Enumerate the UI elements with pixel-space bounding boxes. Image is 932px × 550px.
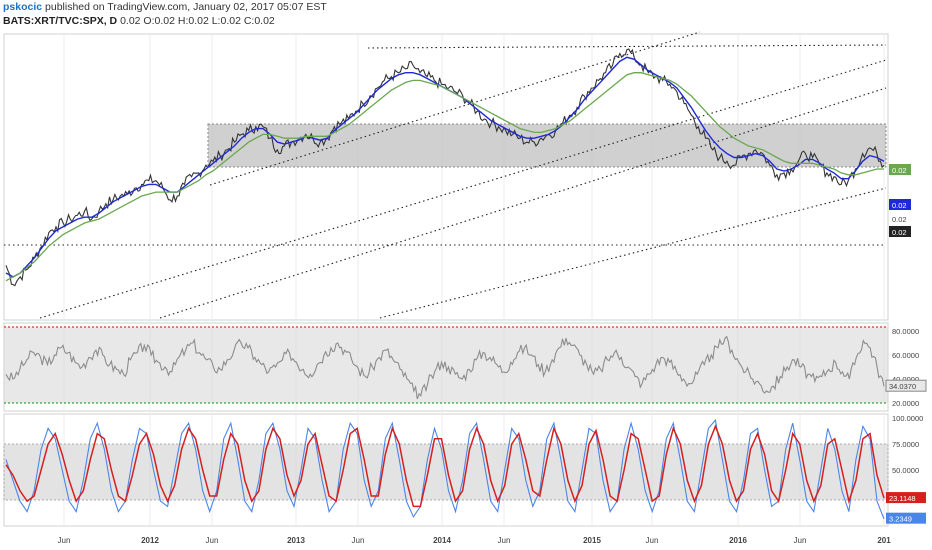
- trendline-top: [367, 44, 887, 49]
- author-link[interactable]: pskocic: [3, 1, 43, 13]
- stoch-axis-label: 50.0000: [892, 466, 919, 475]
- x-tick-label: Jun: [58, 536, 71, 545]
- rsi-line: [5, 335, 885, 400]
- rsi-axis-label: 40.0000: [892, 375, 919, 384]
- x-tick-label: Jun: [498, 536, 511, 545]
- stoch-axis-label: 75.0000: [892, 440, 919, 449]
- stoch-series-group: [5, 418, 885, 520]
- price-axis-label: 0.02: [892, 215, 907, 224]
- price-series-group: [5, 48, 885, 287]
- rsi-axis-label: 20.0000: [892, 399, 919, 408]
- price-pane[interactable]: [3, 33, 889, 321]
- price-axis-badge: [889, 199, 911, 210]
- x-tick-label: Jun: [794, 536, 807, 545]
- rsi-axis-label: 80.0000: [892, 327, 919, 336]
- trendlines: [4, 31, 887, 319]
- price-axis-labels: 0.02 0.02 0.02 0.02: [889, 164, 911, 237]
- stoch-last-badge: [886, 492, 926, 504]
- x-tick-label: 2012: [141, 536, 159, 545]
- channel-line-1: [39, 59, 887, 319]
- symbol-line: BATS:XRT/TVC:SPX, D 0.02 O:0.02 H:0.02 L…: [3, 14, 703, 28]
- price-axis-badge: [889, 164, 911, 175]
- x-tick-label: Jun: [206, 536, 219, 545]
- x-tick-label: 2014: [433, 536, 451, 545]
- rsi-axis-labels: 80.0000 60.0000 40.0000 20.0000 34.0370: [885, 327, 927, 408]
- x-tick-label: 2013: [287, 536, 305, 545]
- publish-info: published on TradingView.com, January 02…: [45, 1, 327, 13]
- ohlc-values: 0.02 O:0.02 H:0.02 L:0.02 C:0.02: [120, 15, 275, 27]
- stoch-axis-labels: 100.000075.000050.000025.000023.11483.23…: [886, 414, 926, 524]
- time-axis-labels: Jun 2012 Jun 2013 Jun 2014 Jun 2015 Jun 2016 Jun 20…: [58, 536, 892, 545]
- stoch-d-line: [5, 424, 885, 508]
- slow-ma-line: [5, 72, 884, 282]
- stoch-k-line: [5, 418, 885, 520]
- rsi-last-value: 34.0370: [889, 382, 916, 391]
- publish-line: pskocic published on TradingView.com, Ja…: [3, 0, 703, 14]
- x-tick-label: Jun: [646, 536, 659, 545]
- price-line: [5, 48, 885, 287]
- x-tick-label: Jun: [352, 536, 365, 545]
- rsi-series-group: [5, 335, 885, 400]
- rsi-axis-label: 60.0000: [892, 351, 919, 360]
- channel-line-3: [379, 187, 887, 319]
- price-axis-label: 0.02: [892, 166, 907, 175]
- rsi-last-badge: [885, 379, 927, 392]
- x-tick-label: 201: [877, 536, 891, 545]
- stoch-axis-label: 100.0000: [892, 414, 923, 423]
- symbol-label: BATS:XRT/TVC:SPX, D: [3, 15, 118, 27]
- price-axis-label: 0.02: [892, 228, 907, 237]
- x-tick-label: 2015: [583, 536, 601, 545]
- price-axis-label: 0.02: [892, 201, 907, 210]
- stoch-last-value: 3.2349: [889, 515, 912, 524]
- stoch-last-value: 23.1148: [889, 494, 916, 503]
- stoch-last-badge: [886, 512, 926, 524]
- x-tick-label: 2016: [729, 536, 747, 545]
- chart-header: pskocic published on TradingView.com, Ja…: [3, 0, 703, 28]
- stoch-band: [3, 443, 889, 501]
- price-axis-badge: [889, 226, 911, 237]
- channel-line-2: [159, 87, 887, 319]
